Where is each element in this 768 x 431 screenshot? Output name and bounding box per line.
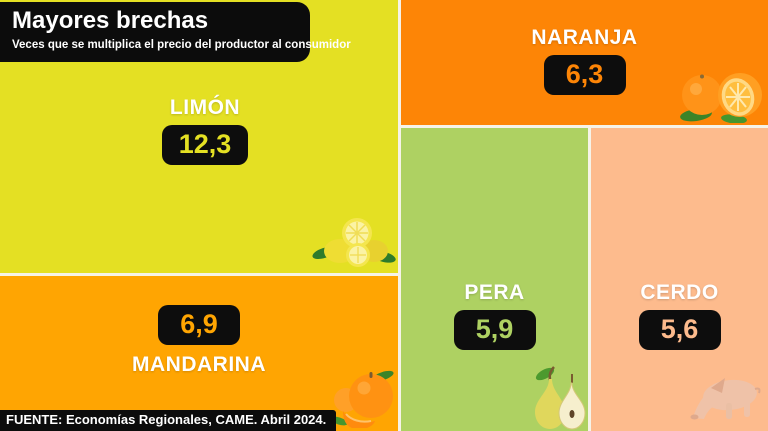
- tile-mandarina-value-badge: 6,9: [158, 305, 240, 345]
- tile-naranja: NARANJA 6,3: [401, 0, 768, 125]
- tile-mandarina: 6,9 MANDARINA: [0, 276, 398, 431]
- tile-cerdo-label: CERDO: [640, 281, 719, 304]
- pig-icon: [690, 378, 761, 420]
- tile-cerdo-content: CERDO 5,6: [591, 281, 768, 350]
- tile-cerdo: CERDO 5,6: [591, 128, 768, 431]
- tile-pera: PERA 5,9: [401, 128, 588, 431]
- tile-pera-value-badge: 5,9: [453, 310, 536, 350]
- tile-naranja-label: NARANJA: [531, 26, 638, 49]
- tile-limon-content: LIMÓN 12,3: [105, 96, 305, 165]
- tile-naranja-value-badge: 6,3: [543, 55, 626, 95]
- orange-icon: [680, 73, 762, 123]
- tile-limon-value-badge: 12,3: [161, 125, 249, 165]
- tile-mandarina-label: MANDARINA: [132, 353, 266, 376]
- page-subtitle: Veces que se multiplica el precio del pr…: [12, 39, 351, 51]
- lemons-icon: [312, 218, 396, 267]
- tile-cerdo-value-badge: 5,6: [638, 310, 721, 350]
- pear-icon: [535, 366, 586, 430]
- tile-naranja-content: NARANJA 6,3: [401, 26, 768, 95]
- tile-mandarina-content: 6,9 MANDARINA: [0, 305, 398, 376]
- header-panel: Mayores brechas Veces que se multiplica …: [0, 2, 351, 62]
- tile-pera-content: PERA 5,9: [401, 281, 588, 350]
- source-credit: FUENTE: Economías Regionales, CAME. Abri…: [0, 410, 337, 431]
- page-title: Mayores brechas: [12, 7, 209, 34]
- mandarin-icon: [331, 370, 394, 428]
- tile-limon-label: LIMÓN: [169, 96, 241, 119]
- tile-pera-label: PERA: [464, 281, 525, 304]
